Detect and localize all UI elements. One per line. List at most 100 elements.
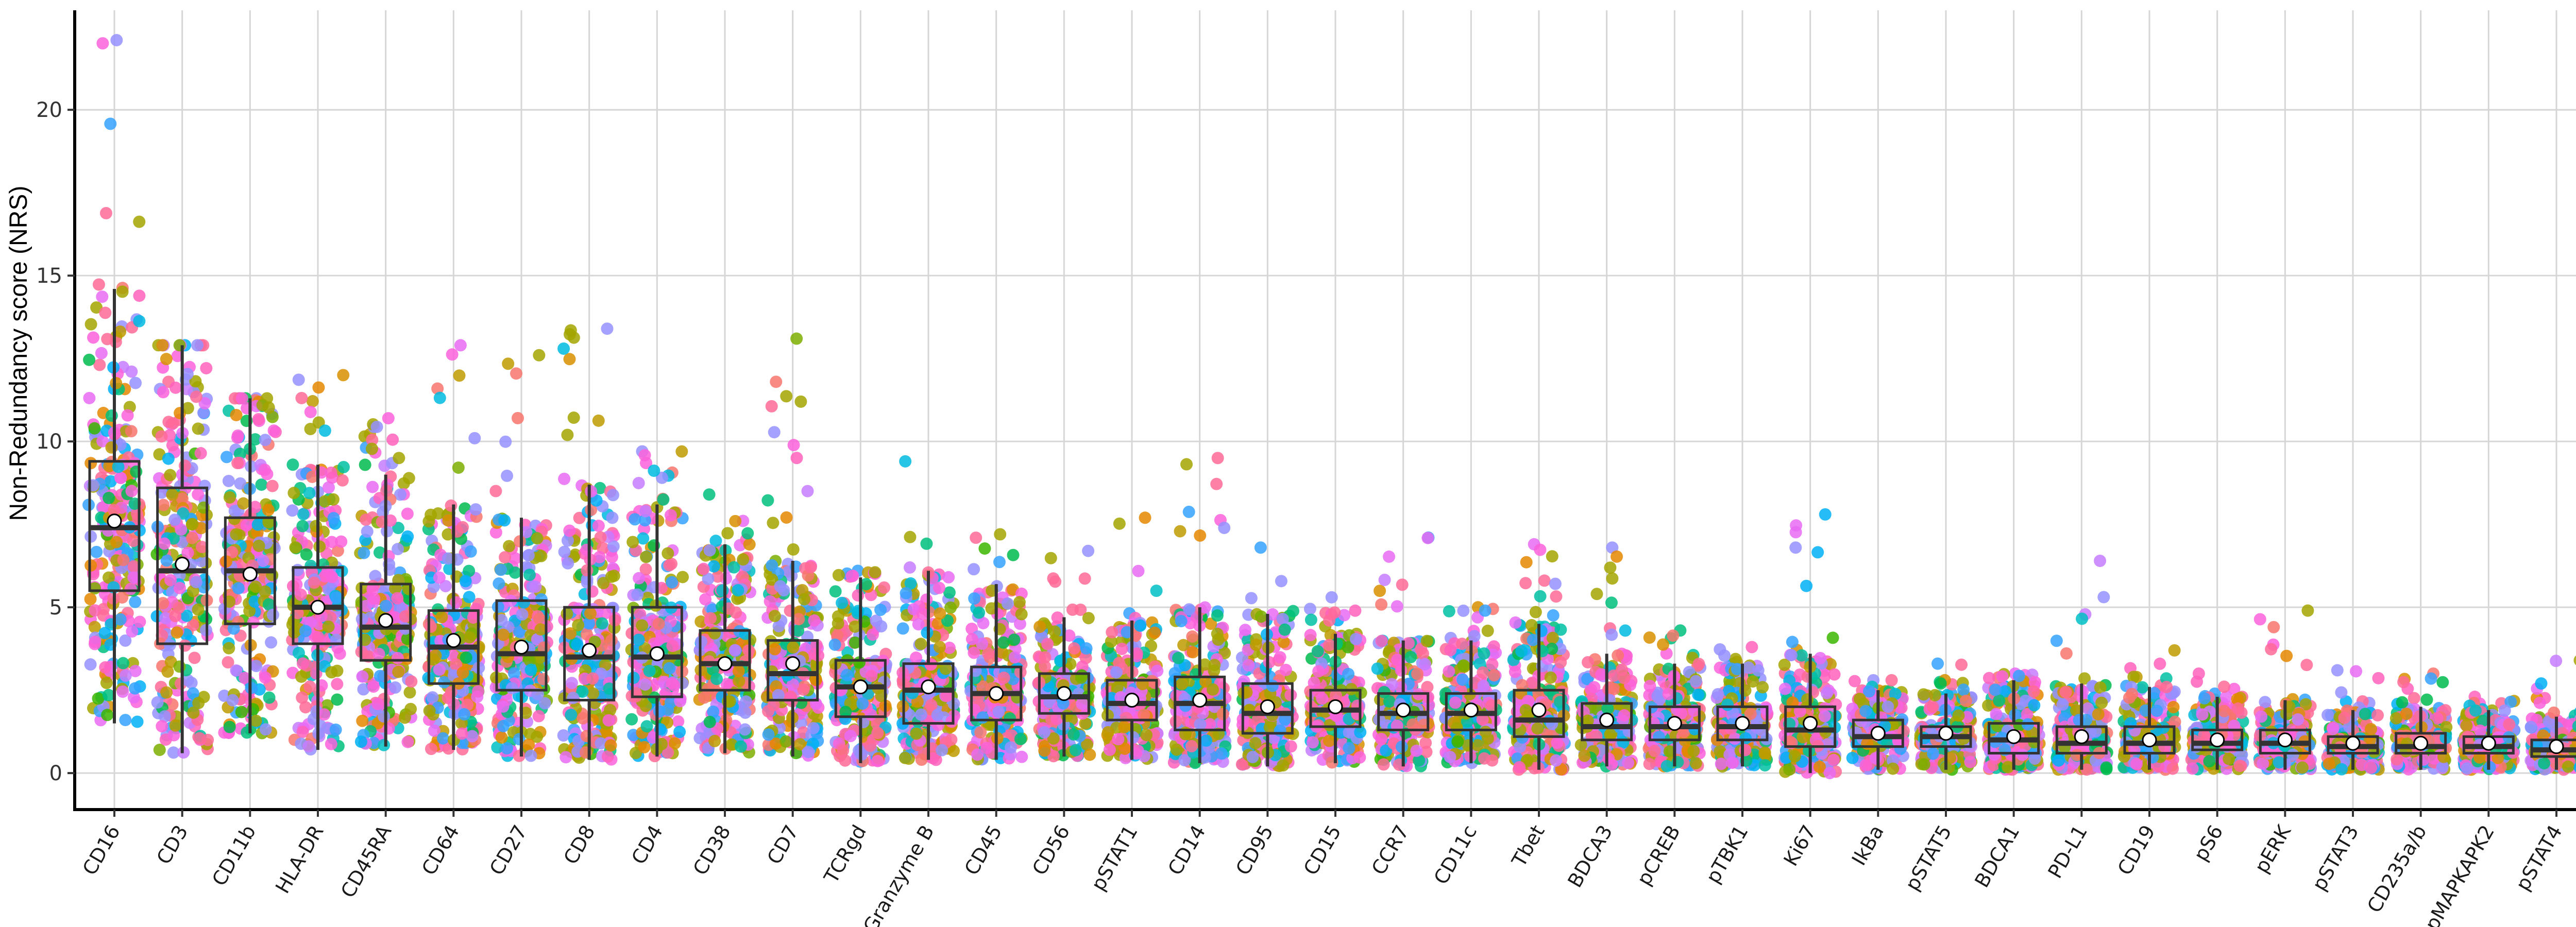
data-point — [469, 503, 482, 516]
data-point — [728, 644, 741, 657]
data-point — [592, 414, 605, 427]
data-point — [1278, 623, 1291, 636]
data-point — [156, 720, 168, 733]
data-point — [327, 512, 340, 525]
data-point — [529, 580, 542, 593]
data-point — [101, 709, 114, 722]
data-point — [461, 698, 474, 711]
data-point — [662, 547, 674, 560]
data-point — [249, 433, 262, 446]
data-point — [221, 451, 233, 464]
data-point — [130, 465, 143, 478]
data-point — [1211, 452, 1224, 465]
data-point — [878, 581, 891, 594]
data-point — [439, 580, 452, 593]
data-point — [572, 619, 585, 631]
data-point — [1343, 726, 1355, 739]
data-point — [1066, 603, 1079, 616]
data-point — [252, 413, 265, 425]
data-point — [360, 599, 372, 612]
data-point — [997, 672, 1010, 684]
data-point — [125, 485, 138, 497]
data-point — [330, 591, 343, 604]
data-point — [258, 464, 271, 476]
data-point — [997, 636, 1010, 649]
data-point — [297, 508, 310, 521]
data-point — [931, 709, 944, 722]
data-point — [125, 365, 138, 378]
data-point — [164, 574, 177, 587]
data-point — [239, 672, 251, 684]
data-point — [322, 481, 335, 494]
data-point — [131, 715, 144, 728]
data-point — [663, 662, 676, 675]
data-point — [249, 714, 262, 727]
data-point — [587, 687, 600, 700]
data-point — [194, 447, 207, 460]
data-point — [501, 469, 514, 482]
data-point — [1110, 666, 1123, 679]
data-point — [1194, 529, 1207, 542]
data-point — [402, 582, 415, 595]
data-point — [294, 588, 307, 601]
data-point — [864, 740, 877, 752]
data-point — [358, 546, 370, 559]
data-point — [787, 641, 800, 654]
data-point — [765, 400, 778, 413]
data-point — [435, 611, 448, 624]
data-point — [223, 720, 236, 733]
data-point — [361, 525, 374, 538]
data-point — [303, 487, 316, 500]
data-point — [636, 619, 649, 632]
data-point — [1014, 733, 1027, 746]
data-point — [1068, 642, 1081, 655]
data-point — [829, 585, 842, 598]
data-point — [1194, 718, 1207, 731]
data-point — [173, 581, 186, 594]
data-point — [601, 322, 614, 335]
data-point — [101, 333, 114, 346]
data-point — [169, 719, 182, 732]
data-point — [1215, 747, 1228, 760]
data-point — [505, 682, 518, 695]
data-point — [442, 552, 454, 565]
data-point — [1174, 525, 1187, 538]
data-point — [639, 551, 652, 563]
data-point — [151, 696, 164, 709]
data-point — [116, 685, 129, 698]
data-point — [558, 472, 571, 485]
data-point — [676, 571, 689, 583]
data-point — [606, 489, 619, 502]
data-point — [978, 542, 991, 555]
data-point — [1208, 659, 1221, 672]
data-point — [797, 683, 810, 696]
data-point — [167, 729, 180, 742]
data-point — [259, 723, 272, 736]
data-point — [944, 601, 957, 614]
data-point — [153, 744, 166, 757]
data-point — [534, 623, 547, 636]
data-point — [121, 409, 134, 422]
data-point — [533, 349, 546, 362]
data-point — [992, 706, 1005, 718]
data-point — [401, 507, 414, 520]
data-point — [117, 554, 130, 566]
data-point — [405, 675, 418, 688]
data-point — [292, 373, 305, 386]
data-point — [1180, 458, 1193, 471]
data-point — [743, 538, 756, 551]
data-point — [703, 488, 716, 501]
data-point — [455, 727, 468, 740]
data-point — [533, 612, 546, 625]
data-point — [427, 580, 440, 593]
data-point — [994, 528, 1007, 541]
data-point — [558, 545, 571, 558]
data-point — [424, 620, 437, 633]
data-point — [1342, 667, 1355, 680]
data-point — [762, 728, 775, 741]
data-point — [84, 593, 97, 606]
data-point — [780, 511, 793, 524]
data-point — [904, 530, 917, 543]
data-point — [157, 597, 170, 610]
data-point — [1080, 642, 1093, 655]
